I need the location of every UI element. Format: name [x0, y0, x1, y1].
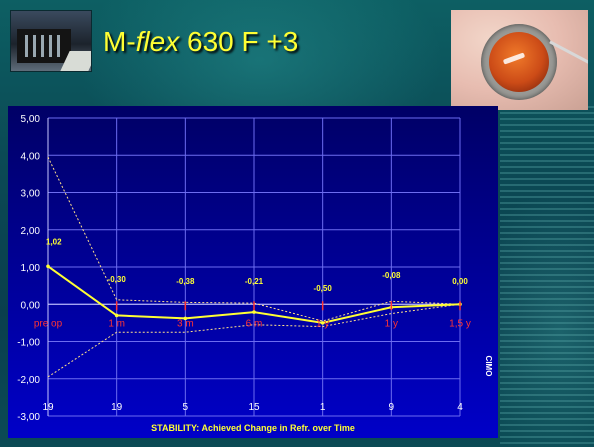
category-label: 1,5 y: [449, 318, 471, 329]
side-label: CIMO: [484, 356, 493, 377]
category-label: 1 y: [316, 318, 329, 329]
y-tick-label: 1,00: [21, 263, 41, 274]
category-label: 3 m: [177, 318, 194, 329]
value-label: -0,08: [382, 271, 401, 280]
title-suffix: 630 F +3: [179, 26, 299, 57]
stability-chart: 5,004,003,002,001,000,00-1,00-2,00-3,001…: [17, 114, 493, 433]
count-label: 1: [320, 402, 326, 413]
category-label: pre op: [34, 318, 63, 329]
value-label: -0,50: [314, 284, 333, 293]
count-label: 15: [248, 402, 260, 413]
building-photo: [10, 10, 92, 72]
y-tick-label: -1,00: [17, 338, 40, 349]
value-label: -0,21: [245, 277, 264, 286]
category-label: 1 m: [108, 318, 125, 329]
value-label: -0,30: [108, 275, 127, 284]
range-line: [47, 303, 461, 378]
slide-title: M-flex 630 F +3: [103, 26, 298, 58]
y-tick-label: 4,00: [21, 151, 41, 162]
category-label: 1 y: [385, 318, 398, 329]
y-tick-label: 2,00: [21, 226, 41, 237]
title-italic: flex: [135, 26, 180, 57]
count-label: 19: [42, 402, 54, 413]
count-label: 19: [111, 402, 123, 413]
chart-title: STABILITY: Achieved Change in Refr. over…: [151, 423, 355, 433]
y-tick-label: 0,00: [21, 300, 41, 311]
mean-point: [183, 316, 188, 321]
y-tick-label: 3,00: [21, 189, 41, 200]
title-prefix: M-: [103, 26, 136, 57]
category-label: 6 m: [246, 318, 263, 329]
count-label: 5: [183, 402, 189, 413]
chart-panel: 5,00 4,00 3,00 2,00 1,00 0,00 -1,00 -2,00 -3,00 1…: [8, 106, 498, 438]
decorative-stripes: [500, 106, 594, 447]
y-tick-label: 5,00: [21, 114, 41, 125]
mean-point: [320, 321, 325, 325]
count-label: 4: [457, 402, 463, 413]
mean-point: [114, 313, 119, 318]
value-label: -0,38: [176, 277, 195, 286]
count-label: 9: [389, 402, 395, 413]
mean-point: [252, 310, 256, 314]
y-tick-label: -2,00: [17, 375, 40, 386]
value-label: 0,00: [452, 277, 468, 286]
value-label: 1,02: [46, 237, 62, 246]
eye-photo: [451, 10, 588, 110]
y-tick-label: -3,00: [17, 412, 40, 423]
mean-point: [46, 264, 50, 269]
